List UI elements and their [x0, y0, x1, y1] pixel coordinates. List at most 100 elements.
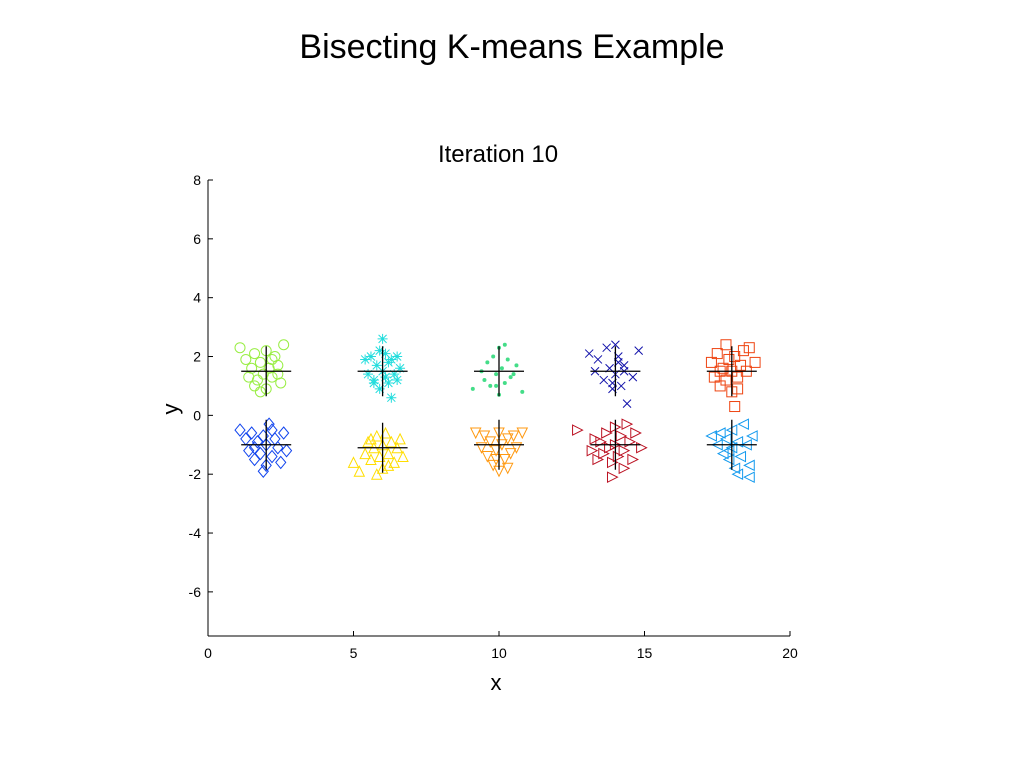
data-point [729, 351, 741, 363]
data-point [622, 399, 632, 408]
data-point [593, 355, 603, 364]
data-point [510, 442, 523, 454]
data-point [615, 430, 628, 442]
data-point [731, 468, 744, 481]
data-point [735, 359, 747, 371]
data-point [266, 371, 278, 383]
y-tick-label: -6 [189, 584, 202, 600]
data-point [499, 366, 504, 371]
y-tick-label: 4 [193, 290, 201, 306]
centroid-marker [706, 346, 757, 397]
centroid-marker [241, 419, 292, 470]
centroid-marker [474, 419, 524, 470]
data-point [494, 372, 499, 377]
data-point [254, 446, 267, 461]
data-point [732, 383, 744, 395]
data-point [602, 343, 612, 353]
data-point [234, 342, 246, 354]
data-point [278, 426, 290, 440]
data-point [485, 360, 490, 365]
data-point [370, 468, 383, 480]
data-point [243, 443, 255, 458]
data-point [627, 453, 639, 466]
data-point [743, 342, 755, 354]
data-point [395, 363, 406, 374]
data-point [363, 369, 374, 380]
data-point [494, 383, 499, 388]
data-point [507, 430, 520, 443]
data-point [397, 450, 409, 463]
data-point [618, 444, 631, 457]
y-tick-label: 2 [193, 349, 201, 365]
data-point [394, 432, 406, 445]
data-point [469, 427, 482, 440]
data-point [708, 371, 720, 383]
data-point [365, 351, 376, 362]
data-point [599, 375, 609, 385]
data-point [386, 392, 397, 403]
data-point [272, 359, 284, 371]
data-point [484, 436, 497, 448]
y-axis-label: y [158, 404, 183, 415]
data-point [743, 459, 755, 472]
data-point [240, 432, 252, 446]
data-point [481, 451, 494, 463]
data-point [734, 450, 747, 463]
x-tick-label: 20 [782, 645, 798, 661]
data-point [392, 351, 403, 362]
data-point [368, 377, 379, 388]
data-point [720, 339, 732, 351]
data-point [501, 462, 514, 475]
data-point [388, 456, 401, 468]
data-point [612, 450, 625, 463]
x-tick-label: 0 [204, 645, 212, 661]
data-point [572, 424, 584, 436]
data-point [365, 453, 377, 465]
plot-area: 0 5 10 15 20 -6 -4 -2 0 2 4 6 8 [189, 172, 798, 661]
slide-title: Bisecting K-means Example [299, 28, 725, 66]
data-point [737, 418, 749, 430]
centroid-marker [590, 346, 641, 397]
data-point [589, 433, 602, 445]
data-point [385, 435, 398, 448]
data-point [628, 372, 638, 382]
data-point [260, 458, 272, 473]
data-point [280, 443, 293, 458]
data-point [266, 449, 278, 464]
data-point [374, 383, 385, 394]
data-point [723, 353, 735, 365]
data-point [586, 444, 599, 457]
data-point [717, 362, 729, 374]
data-point [380, 372, 391, 383]
data-point [611, 340, 620, 350]
data-point [383, 377, 394, 388]
data-point [584, 349, 594, 358]
data-point [504, 448, 517, 460]
data-point [245, 426, 258, 440]
data-point [592, 453, 605, 466]
data-point [488, 383, 493, 388]
centroid-marker [241, 346, 292, 397]
data-point [618, 462, 631, 475]
data-point [243, 371, 255, 383]
centroid-marker [357, 346, 408, 397]
data-point [470, 386, 475, 391]
data-point [380, 348, 391, 359]
data-point [272, 368, 284, 380]
y-tick-label: 0 [193, 407, 201, 423]
data-point [732, 371, 744, 383]
x-tick-label: 5 [350, 645, 358, 661]
data-point [505, 357, 510, 362]
data-point [371, 360, 382, 371]
chart-title: Iteration 10 [438, 141, 558, 168]
data-point [749, 356, 761, 368]
data-point [719, 433, 732, 445]
data-point [511, 372, 516, 377]
data-point [491, 354, 496, 359]
data-point [711, 348, 723, 360]
data-point [499, 453, 511, 466]
centroid-marker [706, 419, 757, 470]
data-point [598, 447, 610, 460]
data-point [502, 380, 507, 385]
centroid-marker [357, 422, 408, 473]
